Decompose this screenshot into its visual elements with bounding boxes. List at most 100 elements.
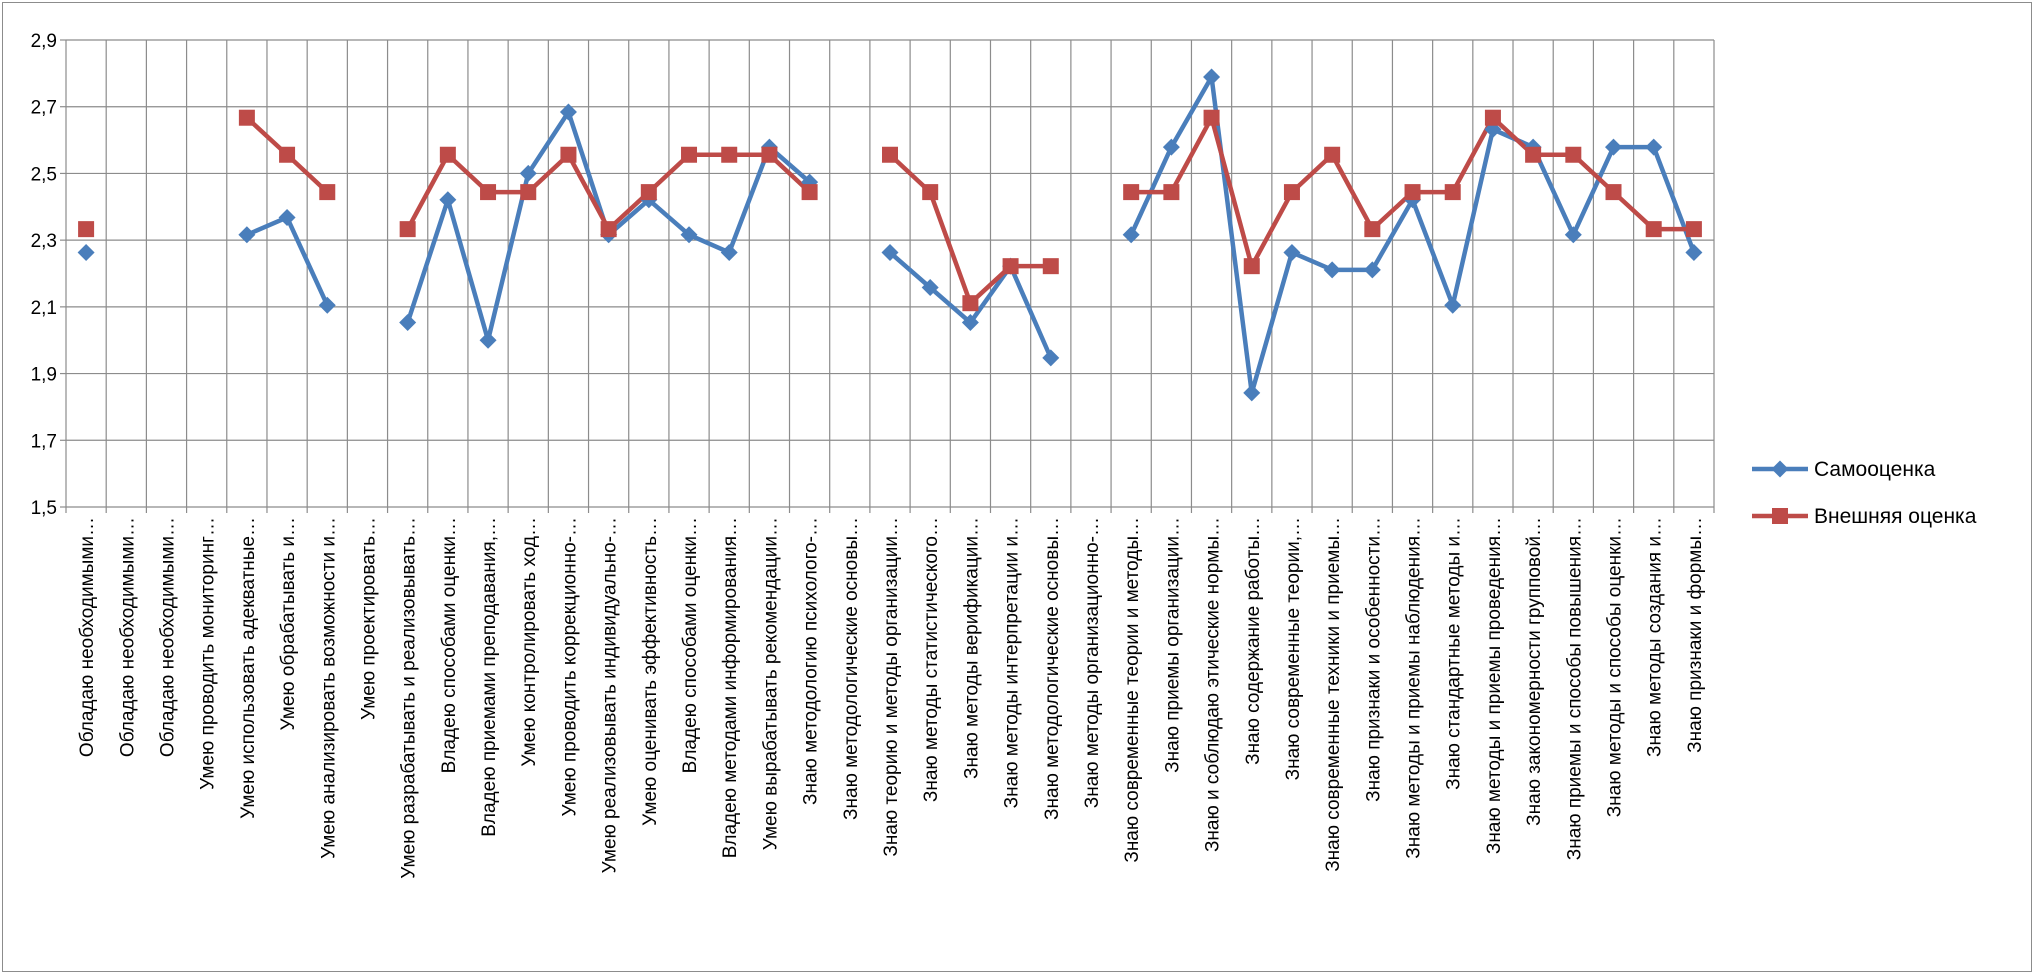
data-point-series-2 xyxy=(1243,258,1260,275)
series-markers xyxy=(77,68,1703,402)
x-category-label: Знаю закономерности групповой… xyxy=(1524,517,1545,826)
data-point-series-1 xyxy=(1122,226,1140,244)
x-category-label: Знаю методы статистического… xyxy=(921,517,942,802)
x-category-label: Умею контролировать ход… xyxy=(519,517,540,767)
data-point-series-1 xyxy=(559,103,577,121)
x-category-label: Умею проводить коррекционно-… xyxy=(559,517,580,816)
data-point-series-2 xyxy=(1163,184,1180,201)
data-point-series-1 xyxy=(1645,138,1663,156)
data-point-series-1 xyxy=(439,191,457,209)
data-point-series-1 xyxy=(278,208,296,226)
x-category-label: Знаю методы создания и… xyxy=(1645,517,1666,757)
y-tick-label: 1,5 xyxy=(31,498,57,519)
data-point-series-1 xyxy=(680,226,698,244)
legend-label: Внешняя оценка xyxy=(1814,505,1977,528)
x-category-label: Умею анализировать возможности и… xyxy=(318,517,339,859)
data-point-series-1 xyxy=(1283,243,1301,261)
data-point-series-2 xyxy=(1605,184,1622,201)
data-point-series-2 xyxy=(1283,184,1300,201)
data-point-series-2 xyxy=(1404,184,1421,201)
data-point-series-2 xyxy=(1042,258,1059,275)
data-point-series-1 xyxy=(1162,138,1180,156)
y-tick-label: 2,1 xyxy=(31,298,57,319)
data-point-series-2 xyxy=(761,146,778,163)
legend: Самооценка Внешняя оценка xyxy=(1752,458,1977,528)
x-category-label: Умею проводить мониторинг… xyxy=(198,517,219,790)
data-point-series-1 xyxy=(1685,243,1703,261)
x-category-label: Знаю методы и способы оценки… xyxy=(1605,517,1626,817)
data-point-series-1 xyxy=(881,243,899,261)
data-point-series-2 xyxy=(1324,146,1341,163)
data-point-series-2 xyxy=(78,221,95,238)
x-category-label: Знаю методологические основы… xyxy=(1042,517,1063,820)
x-category-label: Владею приемами преподавания,… xyxy=(479,517,500,837)
y-tick-label: 1,9 xyxy=(31,365,57,386)
data-point-series-2 xyxy=(721,146,738,163)
x-category-label: Умею вырабатывать рекомендации… xyxy=(760,517,781,850)
y-tick-label: 2,7 xyxy=(31,98,57,119)
data-point-series-2 xyxy=(1002,258,1019,275)
x-category-label: Умею разрабатывать и реализовывать… xyxy=(399,517,420,879)
data-point-series-2 xyxy=(882,146,898,163)
data-point-series-2 xyxy=(279,146,296,163)
data-point-series-1 xyxy=(318,296,336,314)
legend-marker xyxy=(1772,508,1788,524)
data-point-series-1 xyxy=(519,164,537,182)
data-point-series-2 xyxy=(560,146,577,163)
data-point-series-2 xyxy=(1444,184,1461,201)
x-category-label: Знаю методы верификации… xyxy=(961,517,982,779)
x-category-label: Умею оценивать эффективность… xyxy=(640,517,661,826)
data-point-series-2 xyxy=(439,146,456,163)
x-category-label: Обладаю необходимыми… xyxy=(157,517,178,757)
x-category-label: Знаю приемы организации… xyxy=(1162,517,1183,773)
x-axis-category-labels: Обладаю необходимыми… Обладаю необходимым… xyxy=(77,517,1706,879)
data-point-series-2 xyxy=(922,184,939,201)
data-point-series-1 xyxy=(921,279,939,297)
x-category-label: Знаю содержание работы… xyxy=(1243,517,1264,765)
legend-label: Самооценка xyxy=(1814,458,1936,481)
data-point-series-1 xyxy=(1444,296,1462,314)
y-tick-label: 2,3 xyxy=(31,231,57,252)
data-point-series-2 xyxy=(962,295,979,312)
x-category-label: Знаю методы и приемы наблюдения… xyxy=(1404,517,1425,859)
data-point-series-1 xyxy=(720,243,738,261)
x-category-label: Владею методами информирования… xyxy=(720,517,741,858)
y-axis-tick-labels: 1,5 1,7 1,9 2,1 2,3 2,5 2,7 2,9 xyxy=(31,31,57,519)
data-point-series-2 xyxy=(319,184,336,201)
data-point-series-2 xyxy=(238,109,255,126)
x-category-label: Знаю теорию и методы организации… xyxy=(881,517,902,857)
x-category-label: Знаю методологию психолого-… xyxy=(801,517,822,805)
data-point-series-2 xyxy=(1645,221,1662,238)
data-point-series-1 xyxy=(479,331,497,349)
x-category-label: Знаю современные теории,… xyxy=(1283,517,1304,780)
x-category-label: Умею реализовывать индивидуально-… xyxy=(600,517,621,873)
x-category-label: Знаю стандартные методы и… xyxy=(1444,517,1465,790)
x-category-label: Умею использовать адекватные… xyxy=(238,517,259,819)
x-category-label: Знаю современные техники и приемы… xyxy=(1323,517,1344,872)
data-point-series-1 xyxy=(1564,226,1582,244)
data-point-series-1 xyxy=(961,314,979,332)
x-category-label: Знаю методы интерпретации и… xyxy=(1002,517,1023,808)
data-point-series-1 xyxy=(399,314,417,332)
data-point-series-2 xyxy=(1123,184,1140,201)
x-category-label: Знаю методы и приемы проведения… xyxy=(1484,517,1505,854)
gridlines xyxy=(60,39,1715,513)
x-category-label: Знаю признаки и формы… xyxy=(1685,517,1706,753)
data-point-series-2 xyxy=(801,184,818,201)
data-point-series-2 xyxy=(640,184,657,201)
data-point-series-2 xyxy=(681,146,698,163)
data-point-series-2 xyxy=(600,221,617,238)
data-point-series-1 xyxy=(1243,384,1261,402)
x-category-label: Владею способами оценки… xyxy=(680,517,701,773)
x-category-label: Владею способами оценки… xyxy=(439,517,460,773)
data-point-series-2 xyxy=(1203,109,1220,126)
series-lines xyxy=(245,74,1697,396)
x-category-label: Знаю признаки и особенности… xyxy=(1363,517,1384,802)
data-point-series-1 xyxy=(1605,138,1623,156)
x-category-label: Знаю современные теории и методы… xyxy=(1122,517,1143,863)
data-point-series-1 xyxy=(1323,261,1341,279)
data-point-series-2 xyxy=(1484,109,1501,126)
data-point-series-1 xyxy=(77,243,95,261)
